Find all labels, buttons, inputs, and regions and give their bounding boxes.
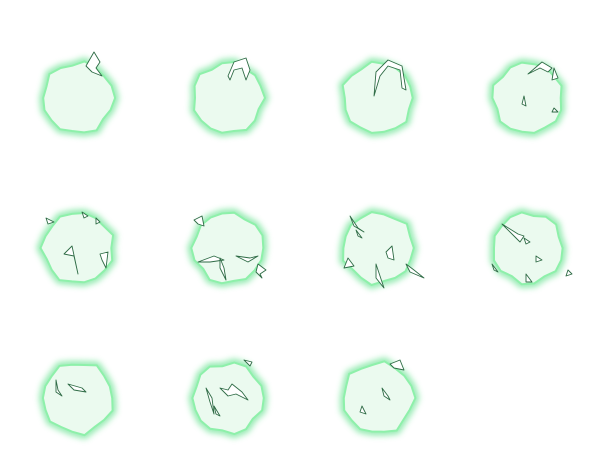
crack-shard-4 — [63, 245, 79, 275]
crack-shard-1 — [55, 379, 63, 397]
bubble-body — [190, 211, 265, 285]
bubble-body — [41, 363, 114, 437]
crack-shard-5 — [525, 273, 533, 283]
crack-shard-3 — [219, 383, 249, 401]
crack-shard-4 — [235, 255, 259, 263]
sprite-frame-6 — [187, 209, 267, 287]
crack-shard-4 — [343, 257, 355, 269]
crack-shard-1 — [193, 215, 205, 227]
crack-shard-6 — [565, 269, 573, 277]
crack-shard-1 — [373, 59, 407, 97]
crack-shard-1 — [389, 359, 405, 371]
sprite-frame-5 — [36, 209, 117, 286]
bubble-body — [191, 361, 265, 436]
bubble-body — [39, 211, 115, 284]
sprite-frame-9 — [39, 361, 117, 439]
crack-shard-4 — [491, 263, 499, 273]
crack-shard-1 — [85, 51, 103, 77]
sprite-frame-1 — [39, 51, 119, 136]
crack-shard-1 — [349, 215, 365, 233]
crack-shard-3 — [535, 255, 543, 263]
sprite-frame-2 — [190, 57, 269, 137]
crack-shard-2 — [205, 387, 215, 415]
crack-shard-6 — [405, 263, 425, 279]
crack-shard-2 — [523, 237, 531, 245]
crack-shard-3 — [95, 217, 101, 225]
sprite-frame-7 — [339, 208, 425, 289]
crack-shard-5 — [375, 263, 385, 289]
crack-shard-1 — [45, 217, 55, 225]
crack-shard-3 — [521, 95, 527, 107]
crack-shard-1 — [227, 57, 251, 81]
crack-shard-3 — [359, 405, 367, 415]
crack-shard-2 — [551, 67, 559, 81]
sprite-frame-4 — [488, 59, 566, 137]
crack-shard-3 — [219, 257, 227, 281]
crack-shard-1 — [243, 359, 253, 367]
crack-shard-2 — [197, 255, 225, 263]
sprite-frame-8 — [490, 208, 573, 288]
crack-shard-1 — [527, 61, 553, 75]
crack-shard-2 — [81, 211, 89, 219]
sprite-frame-11 — [340, 357, 420, 436]
crack-shard-1 — [501, 223, 525, 243]
crack-shard-4 — [213, 405, 221, 417]
crack-shard-4 — [551, 107, 559, 113]
crack-shard-5 — [255, 263, 267, 279]
bubble-body — [493, 211, 564, 286]
crack-shard-2 — [381, 387, 391, 401]
crack-shard-2 — [67, 383, 87, 393]
crack-shard-3 — [385, 245, 395, 261]
sprite-frame-3 — [338, 58, 417, 137]
crack-shard-2 — [355, 229, 363, 239]
sprite-frame-10 — [188, 358, 268, 438]
crack-shard-5 — [99, 251, 109, 269]
